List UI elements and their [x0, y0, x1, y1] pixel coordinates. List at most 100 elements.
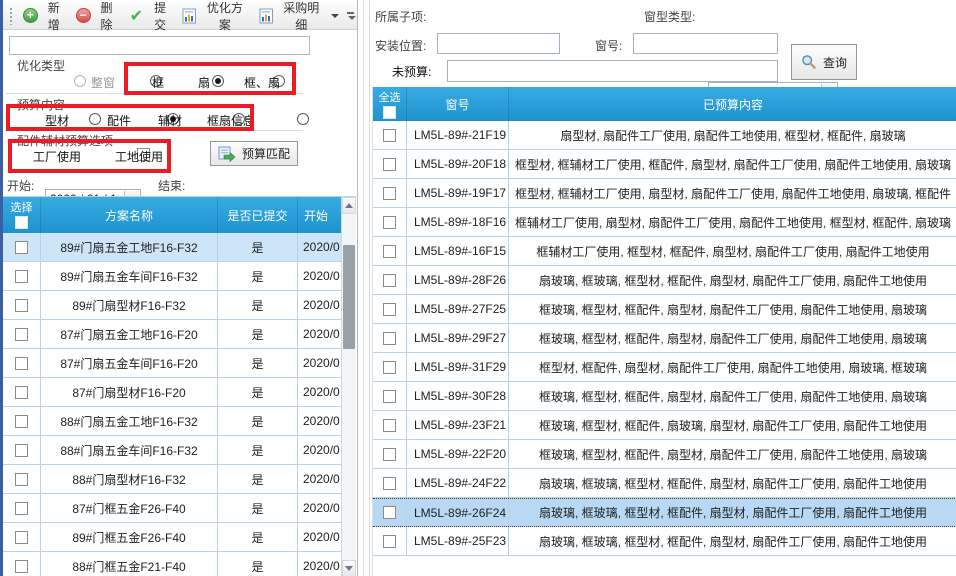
start-column-header[interactable]: 开始 [304, 208, 329, 223]
plan-row[interactable]: 88#门扇五金车间F16-F32 是 2020/0 [3, 436, 341, 465]
budget-table-body: LM5L-89#-21F19 扇型材, 扇配件工厂使用, 扇配件工地使用, 框型材… [373, 121, 956, 556]
window-no-cell: LM5L-89#-30F28 [407, 382, 509, 410]
radio-profile-label: 型材 [45, 114, 70, 128]
window-no-cell: LM5L-89#-27F25 [407, 295, 509, 323]
toolbar-overflow-button[interactable] [344, 5, 357, 27]
plan-name-column-header[interactable]: 方案名称 [41, 197, 218, 233]
scroll-up-icon[interactable] [342, 197, 356, 214]
plan-row-checkbox[interactable] [15, 472, 28, 486]
budget-select-cell [373, 295, 407, 323]
radio-accessory[interactable] [166, 113, 179, 125]
select-all-windows-checkbox[interactable] [383, 106, 396, 119]
submitted-column-header[interactable]: 是否已提交 [218, 197, 298, 233]
panel-splitter[interactable] [357, 0, 358, 576]
plan-row[interactable]: 89#门扇五金工地F16-F32 是 2020/0 [3, 233, 341, 262]
budget-row-checkbox[interactable] [383, 447, 396, 461]
scroll-down-icon[interactable] [342, 560, 356, 576]
budget-row-checkbox[interactable] [383, 418, 396, 432]
budget-row-checkbox[interactable] [383, 128, 396, 142]
plan-row-checkbox[interactable] [15, 443, 28, 457]
budget-row-checkbox[interactable] [383, 389, 396, 403]
scrollbar-thumb[interactable] [343, 245, 355, 349]
budget-row-checkbox[interactable] [383, 186, 396, 200]
optimize-plan-button[interactable]: 优化方案 [177, 0, 254, 36]
budget-row-checkbox[interactable] [383, 215, 396, 229]
budget-row-checkbox[interactable] [383, 244, 396, 258]
plan-row-checkbox[interactable] [15, 559, 28, 573]
plan-row[interactable]: 88#门扇五金工地F16-F32 是 2020/0 [3, 407, 341, 436]
plan-row[interactable]: 89#门扇五金车间F16-F32 是 2020/0 [3, 262, 341, 291]
budget-row-checkbox[interactable] [383, 302, 396, 316]
select-all-plans-checkbox[interactable] [15, 216, 28, 229]
budget-row[interactable]: LM5L-89#-19F17 框型材, 框辅材工厂使用, 扇型材, 扇配件工厂使用… [373, 179, 956, 208]
plan-row[interactable]: 87#门扇五金工地F16-F20 是 2020/0 [3, 320, 341, 349]
budgeted-content-column-header[interactable]: 已预算内容 [702, 97, 763, 112]
add-button[interactable]: 新增 [18, 0, 71, 36]
plan-table-header: 选择 方案名称 是否已提交 开始 [3, 197, 341, 233]
budget-row[interactable]: LM5L-89#-18F16 框辅材工厂使用, 扇型材, 扇配件工厂使用, 扇配件… [373, 208, 956, 237]
budget-match-button[interactable]: 预算匹配 [210, 141, 298, 166]
plan-submitted-cell: 是 [218, 407, 298, 435]
budget-row[interactable]: LM5L-89#-23F21 框玻璃, 框型材, 框配件, 扇玻璃, 扇型材, 扇… [373, 411, 956, 440]
radio-whole-window[interactable] [74, 75, 86, 87]
plan-row-checkbox[interactable] [15, 240, 28, 254]
plan-row-checkbox[interactable] [15, 327, 28, 341]
budget-row[interactable]: LM5L-89#-22F20 框玻璃, 框型材, 框配件, 扇型材, 扇配件工厂使… [373, 440, 956, 469]
no-budget-input[interactable] [447, 60, 778, 82]
query-button[interactable]: 查询 [791, 44, 857, 80]
window-no-input[interactable] [633, 33, 778, 54]
plan-row[interactable]: 89#门扇型材F16-F32 是 2020/0 [3, 291, 341, 320]
budget-row[interactable]: LM5L-89#-25F23 扇玻璃, 框玻璃, 框型材, 框配件, 扇型材, 扇… [373, 527, 956, 556]
plan-row-checkbox[interactable] [15, 356, 28, 370]
factory-use-label: 工厂使用 [33, 150, 82, 164]
radio-frame-sash-info[interactable] [297, 113, 310, 125]
plan-row-checkbox[interactable] [15, 385, 28, 399]
budget-row[interactable]: LM5L-89#-24F22 扇玻璃, 框玻璃, 框型材, 框配件, 扇型材, 扇… [373, 469, 956, 498]
budget-row[interactable]: LM5L-89#-31F29 框型材, 框配件, 扇型材, 扇配件工厂使用, 扇配… [373, 353, 956, 382]
plan-row-checkbox[interactable] [15, 269, 28, 283]
radio-frame-sash[interactable] [273, 75, 286, 87]
install-position-input[interactable] [437, 33, 560, 54]
budget-row-checkbox[interactable] [383, 534, 396, 548]
submit-button[interactable]: 提交 [123, 0, 177, 36]
radio-profile[interactable] [89, 113, 102, 125]
plan-row[interactable]: 88#门扇型材F16-F32 是 2020/0 [3, 465, 341, 494]
toolbar-grip[interactable] [9, 6, 13, 25]
window-no-column-header[interactable]: 窗号 [407, 87, 509, 121]
budget-row[interactable]: LM5L-89#-29F27 框玻璃, 框型材, 框配件, 扇型材, 扇配件工厂使… [373, 324, 956, 353]
budget-row[interactable]: LM5L-89#-20F18 框型材, 框辅材工厂使用, 框配件, 扇型材, 扇配… [373, 150, 956, 179]
plan-row-checkbox[interactable] [15, 414, 28, 428]
plan-name-cell: 89#门扇五金工地F16-F32 [41, 233, 218, 261]
plan-name-cell: 89#门扇五金车间F16-F32 [41, 262, 218, 290]
plan-row[interactable]: 88#门框五金F21-F40 是 2020/0 [3, 552, 341, 576]
plan-row-checkbox[interactable] [15, 530, 28, 544]
plan-row[interactable]: 87#门扇型材F16-F20 是 2020/0 [3, 378, 341, 407]
plan-row[interactable]: 87#门框五金F26-F40 是 2020/0 [3, 494, 341, 523]
budget-row-checkbox[interactable] [383, 273, 396, 287]
budget-row[interactable]: LM5L-89#-30F28 框玻璃, 框型材, 框配件, 扇型材, 扇配件工厂使… [373, 382, 956, 411]
budget-row[interactable]: LM5L-89#-16F15 框辅材工厂使用, 框型材, 框配件, 扇型材, 扇配… [373, 237, 956, 266]
delete-button[interactable]: 删除 [71, 0, 124, 36]
budget-row[interactable]: LM5L-89#-21F19 扇型材, 扇配件工厂使用, 扇配件工地使用, 框型材… [373, 121, 956, 150]
chevron-down-icon [331, 13, 340, 18]
factory-use-checkbox[interactable] [136, 148, 150, 161]
plan-row[interactable]: 89#门框五金F26-F40 是 2020/0 [3, 523, 341, 552]
budget-row-checkbox[interactable] [383, 331, 396, 345]
plan-table-scrollbar[interactable] [341, 197, 356, 576]
budget-row[interactable]: LM5L-89#-28F26 扇玻璃, 框玻璃, 框型材, 框配件, 扇型材, 扇… [373, 266, 956, 295]
plan-row[interactable]: 87#门扇五金车间F16-F20 是 2020/0 [3, 349, 341, 378]
plan-filter-input[interactable] [9, 36, 310, 55]
budget-row-checkbox[interactable] [383, 360, 396, 374]
radio-frame[interactable] [150, 75, 163, 87]
plan-row-checkbox[interactable] [15, 298, 28, 312]
purchase-detail-button[interactable]: 采购明细 [254, 0, 344, 36]
budget-row[interactable]: LM5L-89#-26F24 扇玻璃, 框玻璃, 框型材, 框配件, 扇型材, 扇… [373, 498, 956, 527]
budget-row[interactable]: LM5L-89#-27F25 框玻璃, 框型材, 框配件, 扇型材, 扇配件工厂使… [373, 295, 956, 324]
budget-row-checkbox[interactable] [383, 476, 396, 490]
plan-row-checkbox[interactable] [15, 501, 28, 515]
radio-sash[interactable] [211, 75, 224, 87]
plan-start-cell: 2020/0 [303, 240, 340, 254]
budget-row-checkbox[interactable] [383, 157, 396, 171]
radio-auxiliary[interactable] [233, 113, 246, 125]
budget-row-checkbox[interactable] [383, 506, 396, 519]
